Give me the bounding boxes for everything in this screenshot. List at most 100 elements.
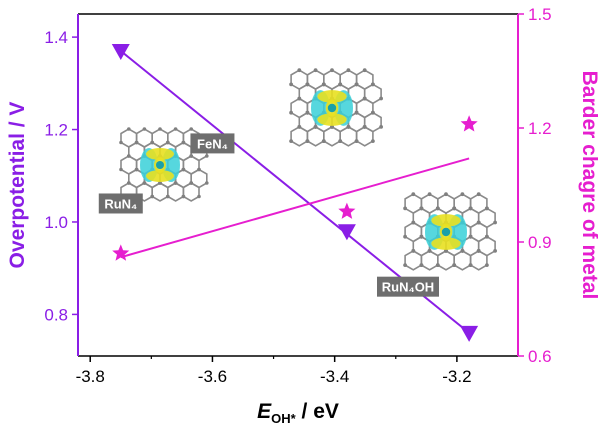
fen4-structure <box>289 68 383 147</box>
metal-atom <box>156 161 164 169</box>
star-marker <box>112 244 130 261</box>
carbon-atom <box>134 140 139 145</box>
carbon-atom <box>419 263 424 267</box>
x-tick-label: -3.8 <box>76 367 105 386</box>
triangle-marker <box>460 325 479 342</box>
carbon-atom <box>197 167 201 172</box>
carbon-atom <box>362 68 367 73</box>
carbon-atom <box>197 194 201 199</box>
structure-label: RuN₄OH <box>382 280 434 295</box>
carbon-atom <box>468 206 473 211</box>
carbon-atom <box>419 206 424 211</box>
carbon-atom <box>485 263 489 267</box>
carbon-atom <box>403 263 407 267</box>
carbon-atom <box>321 139 326 143</box>
graphene-ring <box>290 125 309 147</box>
carbon-atom <box>411 249 416 253</box>
carbon-atom <box>493 220 497 225</box>
carbon-atom <box>166 194 170 199</box>
y-right-tick-label: 1.2 <box>528 119 552 138</box>
carbon-atom <box>444 192 448 197</box>
graphene-ring <box>469 249 488 271</box>
carbon-atom <box>476 249 481 253</box>
carbon-atom <box>166 140 170 145</box>
carbon-atom <box>346 125 351 129</box>
structure-label-box <box>98 193 143 214</box>
carbon-atom <box>338 139 343 143</box>
carbon-atom <box>444 249 448 253</box>
carbon-atom <box>127 154 131 158</box>
carbon-atom <box>346 68 351 73</box>
carbon-atom <box>452 206 457 211</box>
axes: -3.8 -3.6 -3.4 -3.2 0.8 1.0 1.2 1.4 0.6 0.9 1.2 1.5… <box>6 5 598 426</box>
y-left-axis-label: Overpotential / V <box>6 102 29 269</box>
x-tick-label: -3.6 <box>198 367 227 386</box>
carbon-atom <box>330 125 334 129</box>
carbon-atom <box>189 181 193 185</box>
graphene-ring <box>182 182 200 202</box>
graphene-ring <box>437 249 455 271</box>
carbon-atom <box>305 82 310 87</box>
carbon-atom <box>289 82 293 87</box>
y-left-tick-label: 1.2 <box>44 121 68 140</box>
carbon-atom <box>460 249 465 253</box>
graphene-ring <box>306 125 325 147</box>
carbon-atom <box>134 167 139 172</box>
graphene-ring <box>167 182 185 202</box>
carbon-atom <box>313 68 318 73</box>
carbon-atom <box>297 68 302 73</box>
fit-line-1 <box>120 157 470 259</box>
y-left-tick-label: 1.4 <box>44 28 68 47</box>
carbon-atom <box>305 110 310 115</box>
carbon-atom <box>435 206 440 211</box>
carbon-atom <box>485 234 489 239</box>
carbon-atom <box>338 82 343 87</box>
carbon-atom <box>297 125 302 129</box>
carbon-atom <box>427 192 432 197</box>
metal-atom <box>327 103 337 113</box>
graphene-ring <box>355 125 374 147</box>
structure-label: RuN₄ <box>104 196 137 211</box>
carbon-atom <box>379 96 383 101</box>
charge-lobe <box>146 148 174 160</box>
carbon-atom <box>362 96 367 101</box>
carbon-atom <box>403 234 407 239</box>
star-marker <box>338 202 356 219</box>
y-left-tick-label: 1.0 <box>44 213 68 232</box>
carbon-atom <box>485 206 489 211</box>
carbon-atom <box>158 127 162 131</box>
carbon-atom <box>476 220 481 225</box>
carbon-atom <box>354 82 359 87</box>
data-markers <box>111 43 479 342</box>
metal-atom <box>441 227 451 237</box>
charge-lobe <box>317 90 347 103</box>
carbon-atom <box>119 167 123 172</box>
carbon-atom <box>142 181 147 185</box>
charge-lobe <box>431 237 461 250</box>
x-tick-label: -3.4 <box>320 367 349 386</box>
carbon-atom <box>173 181 178 185</box>
y-right-tick-label: 1.5 <box>528 5 552 24</box>
y-left-tick-label: 0.8 <box>44 305 68 324</box>
carbon-atom <box>419 234 424 239</box>
carbon-atom <box>468 234 473 239</box>
carbon-atom <box>460 192 465 197</box>
carbon-atom <box>181 140 186 145</box>
carbon-atom <box>379 125 383 129</box>
carbon-atom <box>189 154 193 158</box>
graphene-ring <box>404 249 423 271</box>
charge-lobe <box>431 214 461 227</box>
carbon-atom <box>289 139 293 143</box>
carbon-atom <box>354 110 359 115</box>
carbon-atom <box>411 192 416 197</box>
graphene-ring <box>323 125 341 147</box>
carbon-atom <box>435 263 440 267</box>
x-axis-label: EOH* / eV <box>257 400 339 426</box>
carbon-atom <box>403 206 407 211</box>
carbon-atom <box>468 263 473 267</box>
carbon-atom <box>371 82 375 87</box>
carbon-atom <box>411 220 416 225</box>
carbon-atom <box>181 167 186 172</box>
carbon-atom <box>289 110 293 115</box>
carbon-atom <box>297 96 302 101</box>
